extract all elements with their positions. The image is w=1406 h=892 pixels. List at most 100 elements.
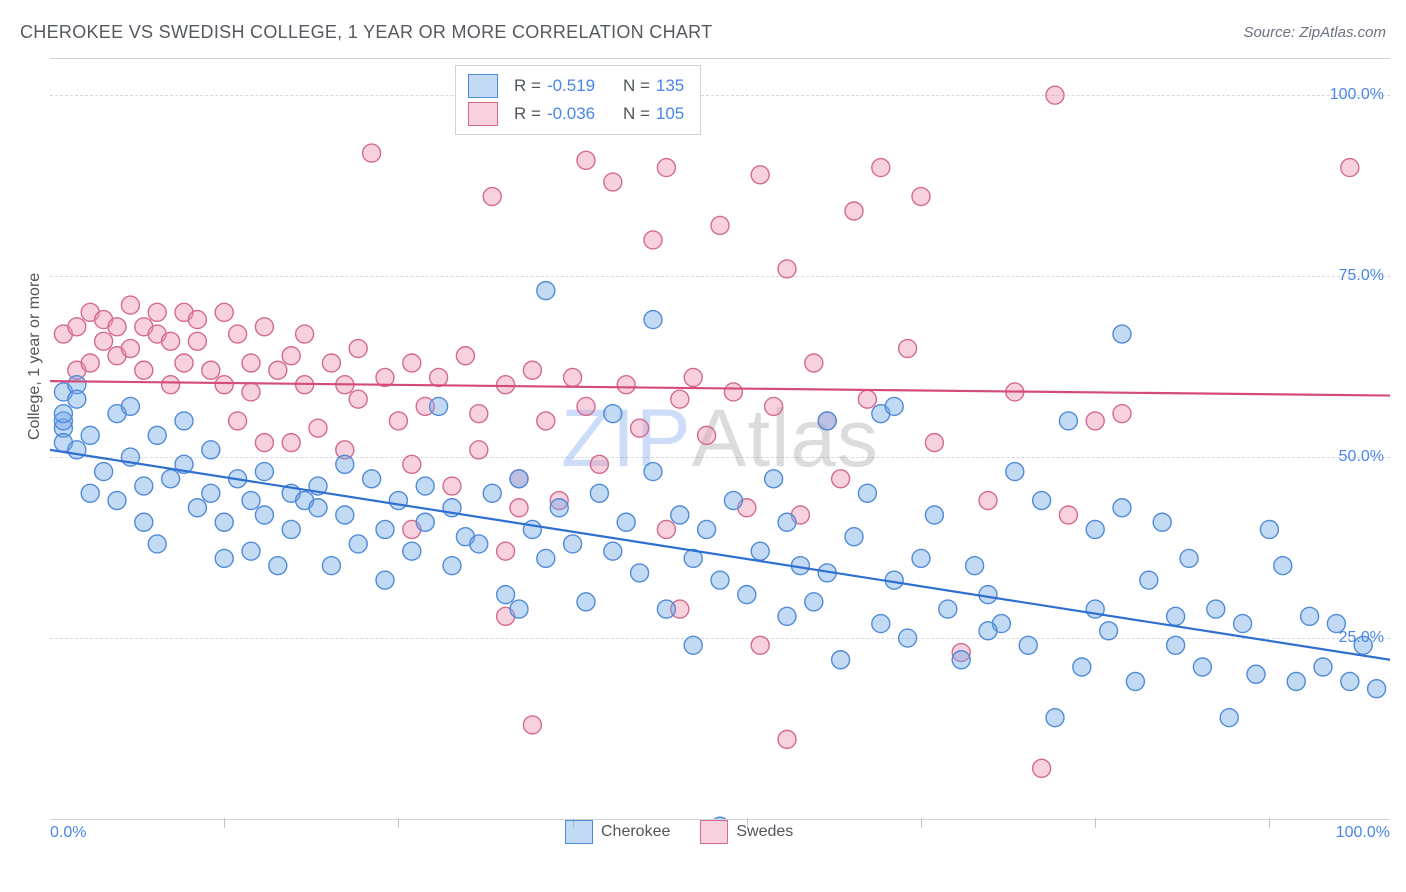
scatter-point	[497, 376, 515, 394]
scatter-point	[1006, 463, 1024, 481]
scatter-point	[724, 383, 742, 401]
legend-row-b: R = -0.036 N = 105	[468, 100, 684, 128]
scatter-point	[376, 520, 394, 538]
scatter-point	[456, 528, 474, 546]
scatter-point	[108, 318, 126, 336]
scatter-point	[497, 586, 515, 604]
scatter-point	[617, 513, 635, 531]
scatter-point	[510, 470, 528, 488]
scatter-point	[1287, 672, 1305, 690]
scatter-point	[349, 340, 367, 358]
scatter-point	[952, 651, 970, 669]
scatter-point	[1341, 159, 1359, 177]
scatter-point	[711, 216, 729, 234]
scatter-point	[604, 405, 622, 423]
scatter-point	[657, 600, 675, 618]
scatter-point	[1368, 680, 1386, 698]
scatter-point	[684, 549, 702, 567]
scatter-point	[389, 412, 407, 430]
scatter-point	[523, 520, 541, 538]
scatter-point	[148, 535, 166, 553]
scatter-point	[778, 513, 796, 531]
scatter-point	[483, 188, 501, 206]
scatter-point	[54, 412, 72, 430]
legend-label-a: Cherokee	[601, 823, 670, 840]
scatter-point	[738, 586, 756, 604]
scatter-point	[416, 477, 434, 495]
scatter-point	[121, 340, 139, 358]
scatter-point	[577, 397, 595, 415]
scatter-point	[564, 535, 582, 553]
scatter-point	[376, 368, 394, 386]
series-legend: Cherokee Swedes	[565, 820, 793, 844]
scatter-point	[309, 499, 327, 517]
scatter-point	[510, 600, 528, 618]
scatter-point	[1073, 658, 1091, 676]
scatter-point	[1193, 658, 1211, 676]
scatter-point	[885, 397, 903, 415]
scatter-point	[1033, 759, 1051, 777]
scatter-point	[403, 542, 421, 560]
scatter-point	[671, 506, 689, 524]
scatter-point	[416, 513, 434, 531]
scatter-point	[202, 361, 220, 379]
scatter-point	[1113, 499, 1131, 517]
scatter-point	[992, 615, 1010, 633]
legend-row-a: R = -0.519 N = 135	[468, 72, 684, 100]
scatter-point	[510, 470, 528, 488]
scatter-point	[81, 303, 99, 321]
scatter-point	[1140, 571, 1158, 589]
scatter-point	[68, 376, 86, 394]
scatter-point	[68, 361, 86, 379]
y-axis-label: College, 1 year or more	[26, 273, 44, 440]
scatter-point	[1086, 600, 1104, 618]
scatter-point	[1113, 405, 1131, 423]
swatch-swedes	[468, 102, 498, 126]
r-value-b: -0.036	[547, 104, 609, 124]
scatter-point	[242, 354, 260, 372]
scatter-point	[604, 173, 622, 191]
scatter-point	[765, 470, 783, 488]
scatter-point	[590, 484, 608, 502]
scatter-point	[1086, 412, 1104, 430]
scatter-point	[698, 520, 716, 538]
scatter-point	[751, 542, 769, 560]
scatter-point	[818, 564, 836, 582]
scatter-point	[510, 499, 528, 517]
scatter-point	[443, 557, 461, 575]
scatter-point	[1247, 665, 1265, 683]
scatter-point	[430, 397, 448, 415]
n-value-a: 135	[656, 76, 684, 96]
scatter-point	[416, 397, 434, 415]
scatter-point	[966, 557, 984, 575]
scatter-point	[1341, 672, 1359, 690]
scatter-point	[952, 644, 970, 662]
scatter-point	[1033, 492, 1051, 510]
scatter-point	[711, 571, 729, 589]
grid-line	[50, 638, 1390, 639]
scatter-point	[791, 557, 809, 575]
y-tick-label: 50.0%	[1339, 448, 1384, 466]
scatter-point	[282, 484, 300, 502]
scatter-point	[255, 318, 273, 336]
legend-label-b: Swedes	[736, 823, 793, 840]
scatter-point	[148, 325, 166, 343]
scatter-point	[363, 144, 381, 162]
n-label: N =	[623, 76, 650, 96]
scatter-point	[765, 397, 783, 415]
x-tick-max: 100.0%	[1336, 824, 1390, 842]
scatter-point	[778, 730, 796, 748]
r-value-a: -0.519	[547, 76, 609, 96]
scatter-point	[121, 397, 139, 415]
scatter-point	[54, 419, 72, 437]
scatter-point	[175, 354, 193, 372]
scatter-point	[912, 549, 930, 567]
scatter-point	[162, 332, 180, 350]
scatter-point	[738, 499, 756, 517]
scatter-point	[872, 615, 890, 633]
scatter-point	[1260, 520, 1278, 538]
scatter-point	[282, 520, 300, 538]
scatter-point	[349, 535, 367, 553]
scatter-point	[95, 311, 113, 329]
scatter-point	[604, 542, 622, 560]
